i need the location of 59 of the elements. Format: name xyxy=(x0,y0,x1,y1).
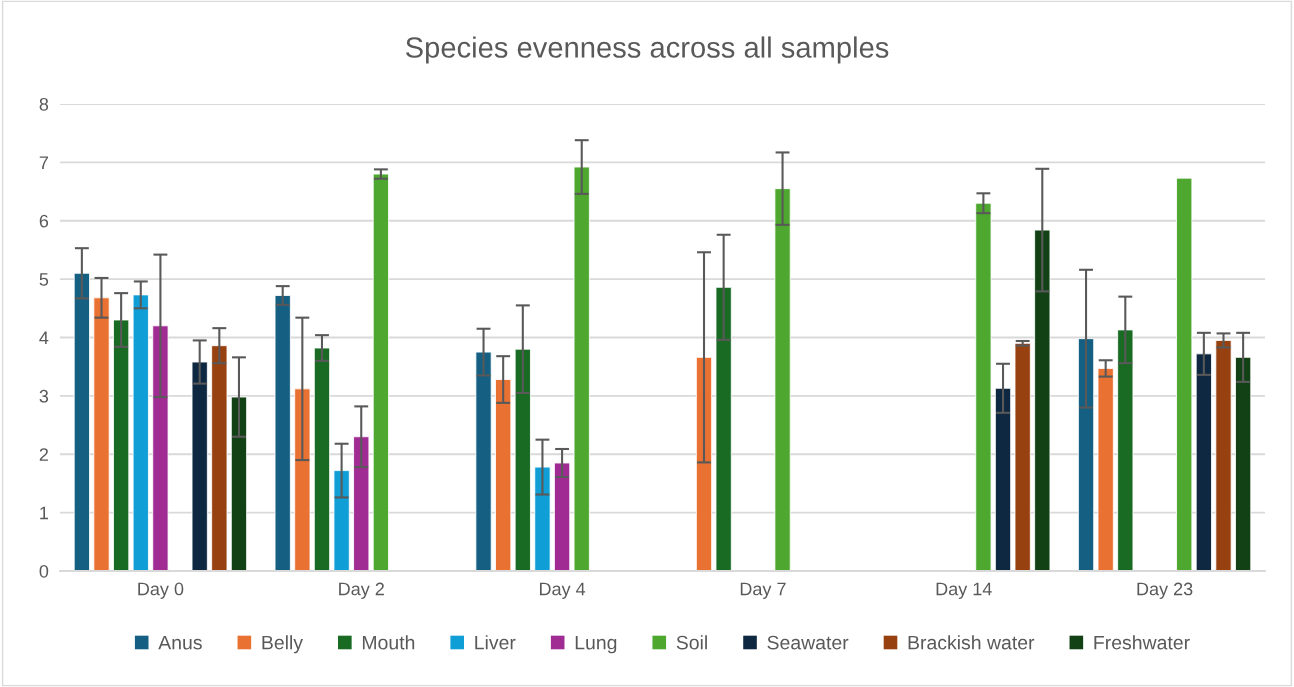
legend-label: Mouth xyxy=(362,635,415,650)
y-tick-label: 0 xyxy=(39,564,49,578)
y-tick-label: 2 xyxy=(39,448,48,461)
bar xyxy=(294,388,311,571)
legend-label: Lung xyxy=(575,635,617,654)
chart-title: Species evenness across all samples xyxy=(405,36,889,64)
bar xyxy=(1235,356,1252,571)
bar xyxy=(333,470,350,571)
x-tick-label: Day 14 xyxy=(936,582,992,599)
bar xyxy=(191,361,208,571)
y-tick-label: 6 xyxy=(39,214,49,228)
y-tick-label: 5 xyxy=(39,273,49,286)
bar xyxy=(132,294,149,571)
y-tick-label: 8 xyxy=(39,97,49,111)
bar xyxy=(113,319,130,571)
bar xyxy=(274,295,291,571)
legend-label: Belly xyxy=(262,635,303,654)
bar xyxy=(1176,177,1193,571)
legend-label: Brackish water xyxy=(908,635,1035,650)
legend-label: Anus xyxy=(158,635,202,650)
bar xyxy=(1195,353,1212,571)
bar xyxy=(353,436,370,571)
bar xyxy=(313,347,331,571)
bar xyxy=(514,348,531,571)
bar xyxy=(695,356,713,571)
x-tick-label: Day 2 xyxy=(339,582,384,599)
y-tick-label: 4 xyxy=(39,331,49,345)
bar xyxy=(152,325,169,571)
x-tick-label: Day 7 xyxy=(740,582,786,599)
bar xyxy=(774,188,791,571)
bar xyxy=(93,297,110,571)
y-tick-label: 3 xyxy=(39,389,49,403)
x-tick-label: Day 4 xyxy=(539,582,586,599)
legend-label: Freshwater xyxy=(1094,635,1190,650)
bar xyxy=(73,272,90,571)
bar xyxy=(554,462,571,571)
bar xyxy=(1077,338,1095,571)
bar xyxy=(372,173,389,571)
x-tick-label: Day 23 xyxy=(1137,582,1193,599)
bar xyxy=(211,345,228,571)
bar xyxy=(1014,342,1031,571)
bar xyxy=(975,202,992,571)
bar xyxy=(573,166,590,571)
bar xyxy=(1215,340,1232,571)
bar xyxy=(230,396,248,571)
bar xyxy=(534,466,551,571)
bar xyxy=(1034,229,1051,571)
legend-label: Soil xyxy=(676,635,707,650)
x-tick-label: Day 0 xyxy=(138,582,184,599)
bar xyxy=(1097,368,1114,571)
bar xyxy=(475,351,492,571)
bar xyxy=(994,387,1012,571)
bar xyxy=(715,286,732,571)
legend-label: Liver xyxy=(475,635,516,650)
bar xyxy=(1117,329,1134,571)
bar xyxy=(495,379,512,571)
y-tick-label: 1 xyxy=(40,506,49,520)
legend-label: Seawater xyxy=(767,635,849,650)
y-tick-label: 7 xyxy=(39,156,48,169)
